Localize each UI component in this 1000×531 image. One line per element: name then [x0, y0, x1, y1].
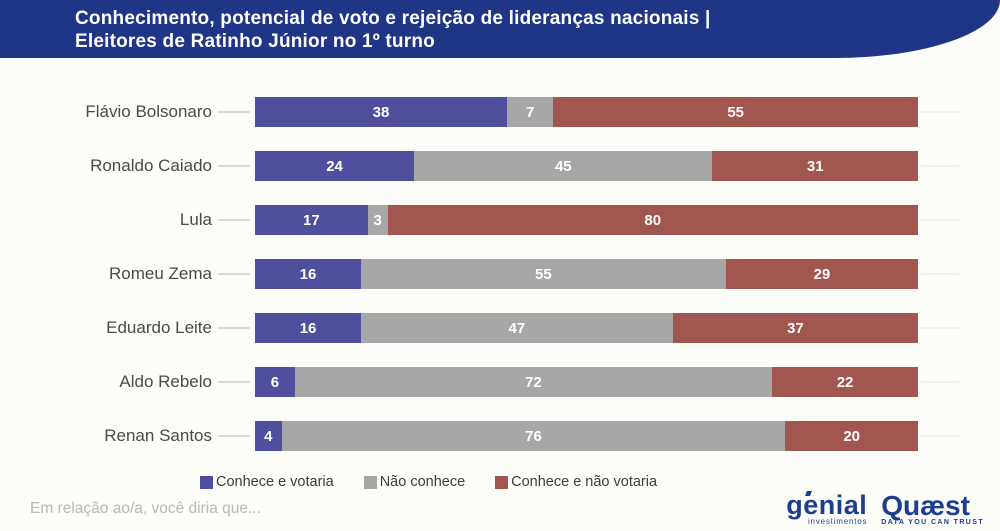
- stacked-bar: 17 3 80: [255, 205, 918, 235]
- quaest-logo-tagline: DATA YOU CAN TRUST: [881, 519, 984, 526]
- bar-segment: 4: [255, 421, 282, 451]
- category-label: Eduardo Leite: [106, 318, 212, 337]
- stacked-bar: 4 76 20: [255, 421, 918, 451]
- category-label: Ronaldo Caiado: [90, 156, 212, 175]
- trailing-line: [918, 111, 966, 113]
- leader-line: [212, 273, 255, 275]
- chart-row: Ronaldo Caiado 24 45 31: [0, 139, 1000, 193]
- trailing-line: [918, 381, 966, 383]
- leader-line: [212, 111, 255, 113]
- leader-line-segment: [217, 273, 250, 275]
- legend-label: Conhece e não votaria: [511, 474, 658, 490]
- chart-row: Renan Santos 4 76 20: [0, 409, 1000, 463]
- bar-segment: 38: [255, 97, 507, 127]
- trailing-line: [918, 435, 966, 437]
- leader-line: [212, 219, 255, 221]
- header-banner: Conhecimento, potencial de voto e rejeiç…: [0, 0, 1000, 58]
- quaest-logo-wordmark: Quæst: [881, 490, 970, 521]
- bar-segment: 76: [281, 421, 786, 451]
- chart-row: Eduardo Leite 16 47 37: [0, 301, 1000, 355]
- question-text: Em relação ao/a, você diria que...: [30, 500, 261, 517]
- chart-row: Lula 17 3 80: [0, 193, 1000, 247]
- trailing-line: [918, 273, 966, 275]
- leader-line-segment: [217, 435, 250, 437]
- legend-swatch-icon: [363, 475, 377, 489]
- stacked-bar: 38 7 55: [255, 97, 918, 127]
- bar-segment: 17: [255, 205, 368, 235]
- bar-segment: 45: [414, 151, 713, 181]
- stacked-bar: 24 45 31: [255, 151, 918, 181]
- legend-item: Conhece e votaria: [200, 474, 334, 490]
- legend-label: Conhece e votaria: [216, 474, 334, 490]
- legend-swatch-icon: [495, 475, 509, 489]
- legend-label: Não conhece: [379, 474, 466, 490]
- trailing-line: [918, 219, 966, 221]
- genial-logo: genial investimentos: [786, 490, 868, 526]
- bar-segment: 37: [672, 313, 918, 343]
- trailing-line: [918, 165, 966, 167]
- bar-segment: 31: [712, 151, 918, 181]
- stacked-bar: 16 55 29: [255, 259, 918, 289]
- bar-segment: 16: [255, 313, 362, 343]
- bar-segment: 72: [294, 367, 773, 397]
- leader-line-segment: [217, 165, 250, 167]
- bar-segment: 55: [361, 259, 726, 289]
- bar-segment: 7: [506, 97, 554, 127]
- trailing-line-segment: [921, 219, 959, 221]
- stacked-bar-chart: Flávio Bolsonaro 38 7 55 Ronaldo Caiado 24 45 3…: [0, 85, 1000, 463]
- trailing-line: [918, 327, 966, 329]
- stacked-bar: 16 47 37: [255, 313, 918, 343]
- leader-line: [212, 165, 255, 167]
- trailing-line-segment: [921, 273, 959, 275]
- trailing-line-segment: [921, 111, 959, 113]
- page-title: Conhecimento, potencial de voto e rejeiç…: [0, 0, 1000, 53]
- chart-row: Flávio Bolsonaro 38 7 55: [0, 85, 1000, 139]
- trailing-line-segment: [921, 435, 959, 437]
- leader-line-segment: [217, 219, 250, 221]
- bar-segment: 3: [367, 205, 388, 235]
- bar-segment: 29: [725, 259, 918, 289]
- quaest-logo: Quæst DATA YOU CAN TRUST: [881, 490, 984, 527]
- category-label: Renan Santos: [104, 426, 212, 445]
- bar-segment: 6: [255, 367, 295, 397]
- trailing-line-segment: [921, 165, 959, 167]
- leader-line-segment: [217, 327, 250, 329]
- bar-segment: 55: [553, 97, 918, 127]
- chart-row: Romeu Zema 16 55 29: [0, 247, 1000, 301]
- leader-line: [212, 435, 255, 437]
- category-label: Romeu Zema: [109, 264, 212, 283]
- legend-item: Conhece e não votaria: [495, 474, 657, 490]
- bar-segment: 20: [785, 421, 918, 451]
- page-title-line1: Conhecimento, potencial de voto e rejeiç…: [75, 8, 711, 29]
- chart-legend: Conhece e votaria Não conhece Conhece e nã…: [200, 474, 657, 490]
- legend-swatch-icon: [200, 475, 213, 489]
- legend-item: Não conhece: [363, 474, 466, 490]
- genial-logo-tagline: investimentos: [807, 517, 868, 526]
- stacked-bar: 6 72 22: [255, 367, 918, 397]
- bar-segment: 16: [255, 259, 362, 289]
- leader-line-segment: [217, 111, 250, 113]
- genial-logo-wordmark: genial: [786, 490, 868, 520]
- category-label: Flávio Bolsonaro: [85, 102, 212, 121]
- footer-logos: genial investimentos Quæst DATA YOU CAN …: [786, 490, 984, 527]
- bar-segment: 24: [255, 151, 415, 181]
- chart-row: Aldo Rebelo 6 72 22: [0, 355, 1000, 409]
- leader-line: [212, 327, 255, 329]
- trailing-line-segment: [921, 327, 959, 329]
- leader-line: [212, 381, 255, 383]
- page-title-line2: Eleitores de Ratinho Júnior no 1º turno: [75, 31, 435, 52]
- trailing-line-segment: [921, 381, 959, 383]
- bar-segment: 80: [387, 205, 918, 235]
- category-label: Aldo Rebelo: [119, 372, 212, 391]
- leader-line-segment: [217, 381, 250, 383]
- bar-segment: 22: [772, 367, 918, 397]
- bar-segment: 47: [361, 313, 673, 343]
- category-label: Lula: [179, 210, 212, 229]
